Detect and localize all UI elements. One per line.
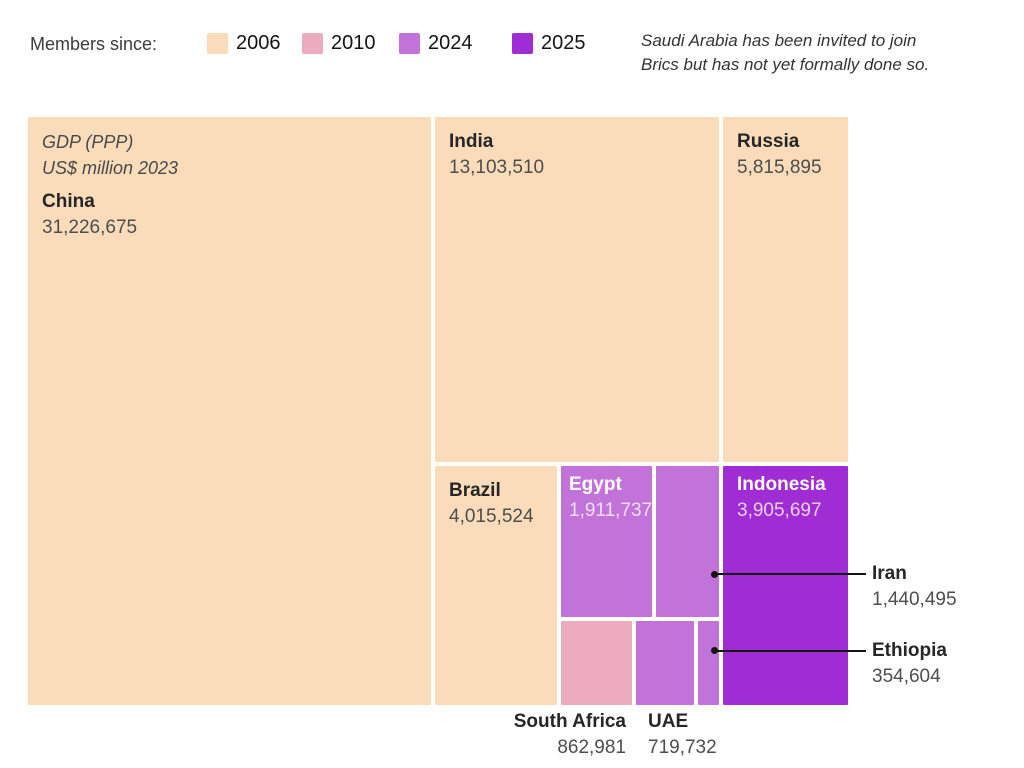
- tile-label-iran: Iran: [872, 563, 907, 584]
- tile-value-india: 13,103,510: [449, 157, 545, 178]
- ethiopia-callout-label: Ethiopia 354,604: [872, 638, 947, 690]
- legend-year-label: 2025: [541, 31, 586, 54]
- legend-item-2010: 2010: [302, 31, 376, 55]
- treemap-tile-iran: [656, 466, 719, 617]
- treemap-tile-india: India 13,103,510: [435, 117, 719, 462]
- tile-label-indonesia: Indonesia: [737, 474, 826, 495]
- tile-value-china: 31,226,675: [42, 217, 138, 238]
- tile-label-brazil: Brazil: [449, 480, 501, 501]
- tile-value-uae: 719,732: [648, 737, 717, 758]
- tile-value-iran: 1,440,495: [872, 589, 957, 610]
- legend-swatch-2010: [302, 32, 323, 54]
- tile-label-india: India: [449, 131, 494, 152]
- treemap-tile-uae: [636, 621, 694, 705]
- iran-callout-dot: [711, 571, 718, 578]
- treemap-tile-south-africa: [561, 621, 632, 705]
- treemap-tile-brazil: Brazil 4,015,524: [435, 466, 557, 705]
- treemap-tile-china: GDP (PPP) US$ million 2023 China 31,226,…: [28, 117, 431, 705]
- chart-units-line1: GDP (PPP): [42, 132, 134, 152]
- legend-item-2006: 2006: [207, 31, 281, 55]
- tile-label-south-africa: South Africa: [513, 711, 626, 732]
- tile-value-egypt: 1,911,737: [569, 500, 653, 521]
- chart-units-label: GDP (PPP) US$ million 2023: [42, 129, 419, 181]
- legend-year-label: 2006: [236, 31, 281, 54]
- tile-label-uae: UAE: [648, 711, 689, 732]
- treemap-tile-russia: Russia 5,815,895: [723, 117, 848, 462]
- tile-value-ethiopia: 354,604: [872, 666, 941, 687]
- tile-value-brazil: 4,015,524: [449, 506, 534, 527]
- tile-value-indonesia: 3,905,697: [737, 500, 822, 521]
- legend-swatch-2025: [512, 32, 533, 54]
- legend-year-label: 2010: [331, 31, 376, 54]
- legend-year-label: 2024: [428, 31, 473, 54]
- treemap-tile-ethiopia: [698, 621, 719, 705]
- legend-swatch-2024: [399, 32, 420, 54]
- tile-label-russia: Russia: [737, 131, 800, 152]
- tile-label-ethiopia: Ethiopia: [872, 640, 947, 661]
- annotation-note: Saudi Arabia has been invited to join Br…: [641, 29, 1016, 77]
- chart-units-line2: US$ million 2023: [42, 158, 179, 178]
- iran-callout-label: Iran 1,440,495: [872, 561, 957, 613]
- south-africa-label: South Africa 862,981: [514, 709, 626, 761]
- tile-label-egypt: Egypt: [569, 474, 622, 495]
- treemap-tile-indonesia: Indonesia 3,905,697: [723, 466, 848, 705]
- ethiopia-callout-dot: [711, 647, 718, 654]
- legend-item-2025: 2025: [512, 31, 586, 55]
- annotation-note-line1: Saudi Arabia has been invited to join: [641, 31, 917, 50]
- iran-callout-line: [715, 573, 866, 575]
- uae-label: UAE 719,732: [648, 709, 717, 761]
- treemap-tile-egypt: Egypt 1,911,737: [561, 466, 652, 617]
- tile-value-russia: 5,815,895: [737, 157, 822, 178]
- tile-label-china: China: [42, 191, 95, 212]
- tile-value-south-africa: 862,981: [557, 737, 626, 758]
- annotation-note-line2: Brics but has not yet formally done so.: [641, 55, 930, 74]
- legend-title: Members since:: [30, 34, 158, 54]
- legend-item-2024: 2024: [399, 31, 473, 55]
- ethiopia-callout-line: [715, 650, 866, 652]
- legend-swatch-2006: [207, 32, 228, 54]
